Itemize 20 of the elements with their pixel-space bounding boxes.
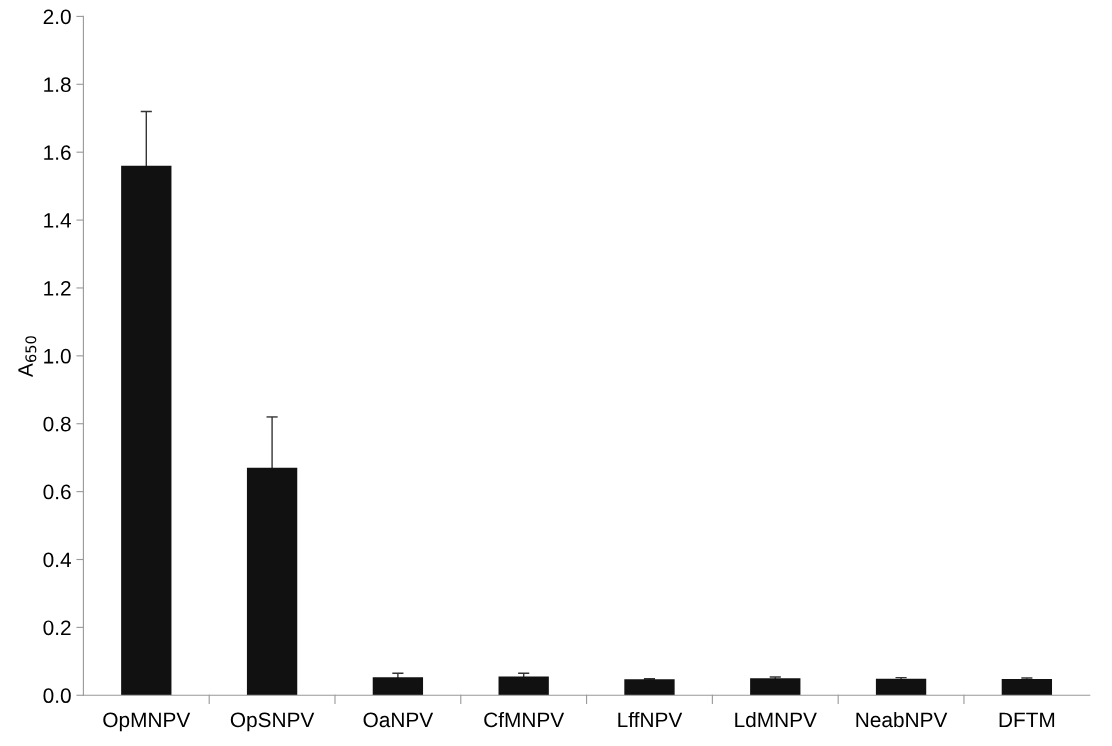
x-tick-label: NeabNPV	[856, 711, 948, 728]
x-tick-label: OpSNPV	[230, 712, 315, 732]
y-tick-label: 1.4	[44, 213, 71, 228]
x-tick-label: LffNPV	[618, 711, 683, 728]
y-tick-label: 0.8	[43, 416, 71, 432]
y-tick-label: 0.4	[43, 552, 71, 568]
y-tick-label: 1.6	[44, 145, 71, 160]
y-axis-title: A$_{650}$	[18, 336, 37, 378]
x-tick-label: OaNPV	[363, 712, 434, 728]
y-tick-label: 2.0	[43, 9, 71, 25]
x-tick-label: LdMNPV	[735, 711, 817, 728]
y-tick-label: 0.2	[43, 620, 71, 636]
y-tick-label: 0.6	[43, 484, 71, 500]
x-tick-label: CfMNPV	[484, 711, 565, 728]
x-tick-label: DFTM	[999, 712, 1055, 728]
y-tick-label: 1.8	[44, 77, 71, 93]
x-tick-label: OpMNPV	[103, 712, 191, 732]
y-tick-label: 0.0	[43, 688, 71, 704]
y-tick-label: 1.2	[44, 280, 71, 296]
y-tick-label: 1.0	[44, 348, 71, 364]
